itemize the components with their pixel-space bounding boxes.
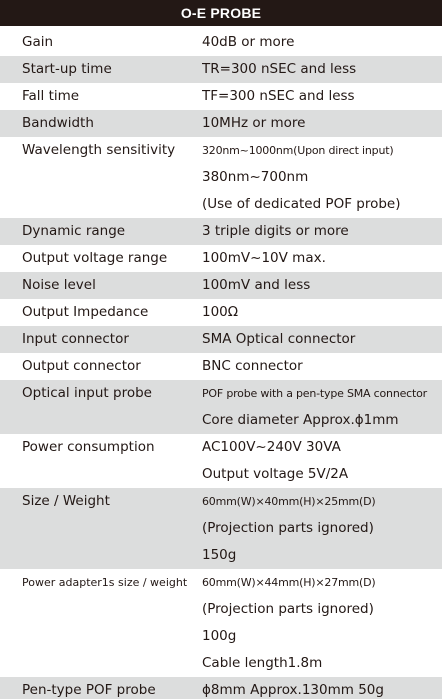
spec-title: O-E PROBE bbox=[0, 0, 442, 26]
spec-value: ϕ8mm Approx.130mm 50g bbox=[202, 682, 384, 698]
spec-value-group: 60mm(W)×40mm(H)×25mm(D) (Projection parts… bbox=[200, 488, 442, 569]
spec-value: 100mV and less bbox=[202, 277, 311, 293]
spec-label: Size / Weight bbox=[22, 493, 110, 509]
spec-label: Optical input probe bbox=[22, 385, 152, 401]
spec-value: 10MHz or more bbox=[202, 115, 306, 131]
spec-value: 380nm~700nm bbox=[202, 169, 309, 185]
spec-value: (Projection parts ignored) bbox=[202, 601, 374, 617]
spec-label: Power adapter1s size / weight bbox=[22, 576, 188, 589]
spec-value: 3 triple digits or more bbox=[202, 223, 349, 239]
spec-value: TR=300 nSEC and less bbox=[202, 61, 357, 77]
spec-value: POF probe with a pen-type SMA connector bbox=[202, 387, 427, 400]
spec-value: Output voltage 5V/2A bbox=[202, 466, 349, 482]
spec-label: Fall time bbox=[22, 88, 80, 104]
spec-value-group: 3 triple digits or more bbox=[200, 218, 442, 245]
spec-value-group: 10MHz or more bbox=[200, 110, 442, 137]
spec-label: Dynamic range bbox=[22, 223, 126, 239]
spec-value: 60mm(W)×44mm(H)×27mm(D) bbox=[202, 576, 376, 589]
spec-value: AC100V~240V 30VA bbox=[202, 439, 341, 455]
spec-row: Bandwidth 10MHz or more bbox=[0, 110, 442, 137]
spec-value-group: BNC connector bbox=[200, 353, 442, 380]
spec-value-group: TF=300 nSEC and less bbox=[200, 83, 442, 110]
spec-label: Noise level bbox=[22, 277, 96, 293]
spec-label: Input connector bbox=[22, 331, 129, 347]
spec-row: Fall time TF=300 nSEC and less bbox=[0, 83, 442, 110]
spec-value-group: ϕ8mm Approx.130mm 50g bbox=[200, 677, 442, 699]
spec-value-group: POF probe with a pen-type SMA connector C… bbox=[200, 380, 442, 434]
spec-value: TF=300 nSEC and less bbox=[202, 88, 355, 104]
spec-label: Bandwidth bbox=[22, 115, 94, 131]
spec-value: 40dB or more bbox=[202, 34, 295, 50]
spec-label: Wavelength sensitivity bbox=[22, 142, 176, 158]
spec-row: Wavelength sensitivity 320nm~1000nm(Upon … bbox=[0, 137, 442, 218]
spec-row: Noise level 100mV and less bbox=[0, 272, 442, 299]
spec-row: Power consumption AC100V~240V 30VA Output … bbox=[0, 434, 442, 488]
spec-row: Power adapter1s size / weight 60mm(W)×44m… bbox=[0, 569, 442, 677]
spec-label: Output Impedance bbox=[22, 304, 149, 320]
spec-value-group: TR=300 nSEC and less bbox=[200, 56, 442, 83]
spec-value-group: AC100V~240V 30VA Output voltage 5V/2A bbox=[200, 434, 442, 488]
spec-value: 100Ω bbox=[202, 304, 239, 320]
spec-value: BNC connector bbox=[202, 358, 303, 374]
spec-value-group: 320nm~1000nm(Upon direct input) 380nm~700… bbox=[200, 137, 442, 218]
spec-row: Optical input probe POF probe with a pen-… bbox=[0, 380, 442, 434]
spec-value: Cable length1.8m bbox=[202, 655, 323, 671]
spec-row: Output Impedance 100Ω bbox=[0, 299, 442, 326]
spec-value-group: 60mm(W)×44mm(H)×27mm(D) (Projection parts… bbox=[200, 569, 442, 677]
spec-row: Start-up time TR=300 nSEC and less bbox=[0, 56, 442, 83]
spec-value-group: SMA Optical connector bbox=[200, 326, 442, 353]
spec-row: Input connector SMA Optical connector bbox=[0, 326, 442, 353]
spec-label: Output voltage range bbox=[22, 250, 168, 266]
spec-table: Gain 40dB or more Start-up time TR=300 nSEC… bbox=[0, 29, 442, 699]
spec-row: Size / Weight 60mm(W)×40mm(H)×25mm(D) (Pro… bbox=[0, 488, 442, 569]
spec-row: Gain 40dB or more bbox=[0, 29, 442, 56]
spec-row: Pen-type POF probe ϕ8mm Approx.130mm 50g bbox=[0, 677, 442, 699]
spec-value-group: 40dB or more bbox=[200, 29, 442, 56]
spec-value: 150g bbox=[202, 547, 237, 563]
spec-row: Dynamic range 3 triple digits or more bbox=[0, 218, 442, 245]
spec-value: 100g bbox=[202, 628, 237, 644]
spec-label: Pen-type POF probe bbox=[22, 682, 156, 698]
spec-value: SMA Optical connector bbox=[202, 331, 356, 347]
spec-label: Output connector bbox=[22, 358, 141, 374]
spec-value: (Projection parts ignored) bbox=[202, 520, 374, 536]
spec-value-group: 100mV and less bbox=[200, 272, 442, 299]
spec-row: Output voltage range 100mV~10V max. bbox=[0, 245, 442, 272]
spec-value: 320nm~1000nm(Upon direct input) bbox=[202, 144, 394, 157]
spec-label: Gain bbox=[22, 34, 54, 50]
spec-value: Core diameter Approx.ϕ1mm bbox=[202, 412, 399, 428]
spec-value: 60mm(W)×40mm(H)×25mm(D) bbox=[202, 495, 376, 508]
spec-value-group: 100Ω bbox=[200, 299, 442, 326]
spec-row: Output connector BNC connector bbox=[0, 353, 442, 380]
spec-value: (Use of dedicated POF probe) bbox=[202, 196, 401, 212]
spec-label: Power consumption bbox=[22, 439, 155, 455]
spec-value-group: 100mV~10V max. bbox=[200, 245, 442, 272]
spec-label: Start-up time bbox=[22, 61, 112, 77]
spec-value: 100mV~10V max. bbox=[202, 250, 326, 266]
